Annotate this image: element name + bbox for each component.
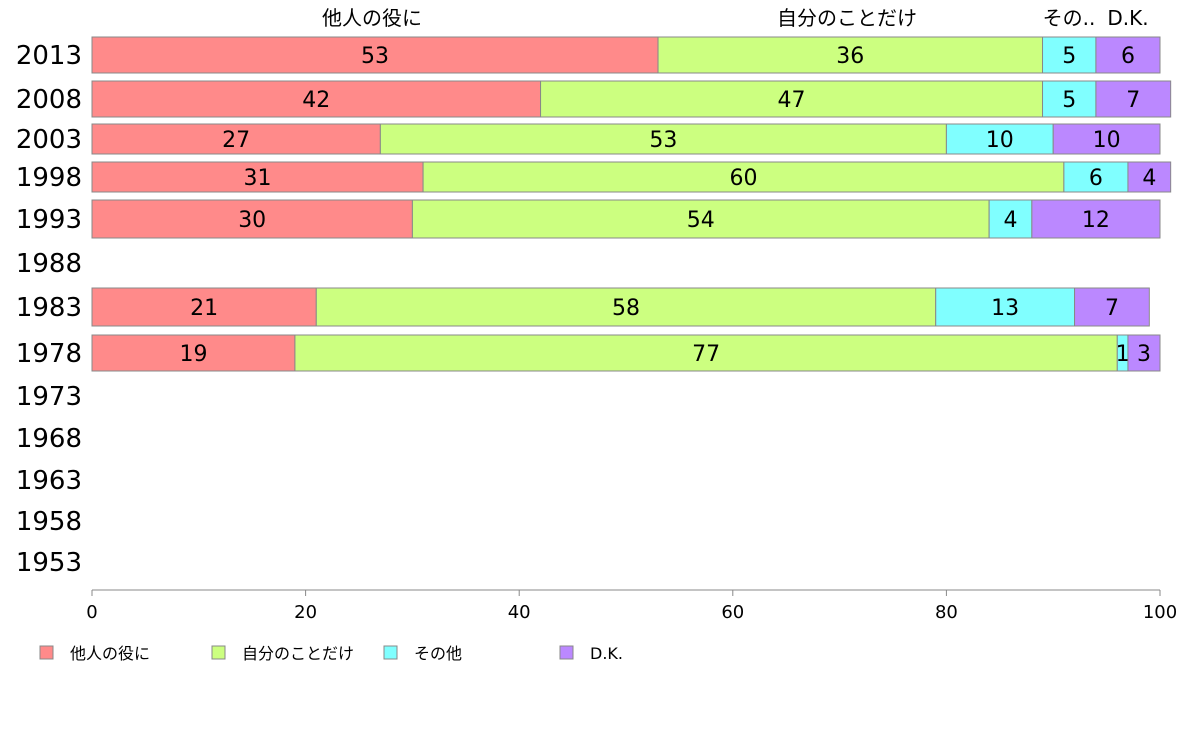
data-label-1983-series-3: 13 <box>991 296 1019 321</box>
y-tick-label-1998: 1998 <box>16 163 82 193</box>
data-label-1993-series-1: 30 <box>238 208 266 233</box>
data-label-2013-series-4: 6 <box>1121 44 1135 69</box>
header-label-series-4: D.K. <box>1107 6 1148 30</box>
x-tick-label-60: 60 <box>721 602 744 623</box>
data-label-1998-series-1: 31 <box>244 166 272 191</box>
y-tick-label-1978: 1978 <box>16 339 82 369</box>
bar-2013-series-2 <box>657 36 1044 74</box>
bar-2008-series-3 <box>1042 80 1097 118</box>
column-headers: 他人の役に 自分のことだけ その.. D.K. <box>322 6 1149 30</box>
bar-2008-series-1 <box>91 80 542 118</box>
legend-swatch-series-1 <box>39 645 54 660</box>
bar-1993-series-4 <box>1031 199 1161 239</box>
bar-1993-series-3 <box>988 199 1033 239</box>
data-label-1993-series-2: 54 <box>687 208 715 233</box>
bar-1998-series-2 <box>422 161 1065 193</box>
y-tick-label-2003: 2003 <box>16 125 82 155</box>
bar-1983-series-3 <box>935 287 1076 327</box>
data-label-2003-series-3: 10 <box>986 128 1014 153</box>
bar-1998-series-4 <box>1127 161 1172 193</box>
header-label-series-2: 自分のことだけ <box>777 6 917 30</box>
data-label-2003-series-2: 53 <box>649 128 677 153</box>
data-label-2013-series-1: 53 <box>361 44 389 69</box>
data-label-2008-series-4: 7 <box>1126 88 1140 113</box>
y-tick-label-1953: 1953 <box>16 548 82 578</box>
bar-2013-series-4 <box>1095 36 1161 74</box>
data-label-1978-series-3: 1 <box>1116 342 1130 367</box>
header-label-series-3: その.. <box>1043 6 1096 30</box>
y-tick-label-1968: 1968 <box>16 424 82 454</box>
data-label-2008-series-1: 42 <box>302 88 330 113</box>
bar-1978-series-4 <box>1127 334 1161 372</box>
y-axis-labels: 2013 2008 2003 1998 1993 1988 1983 1978 1973 1968… <box>16 41 82 578</box>
y-tick-label-1958: 1958 <box>16 507 82 537</box>
data-label-1993-series-4: 12 <box>1082 208 1110 233</box>
data-label-1978-series-4: 3 <box>1137 342 1151 367</box>
data-label-2013-series-2: 36 <box>836 44 864 69</box>
legend-swatch-series-4 <box>559 645 574 660</box>
y-tick-label-2013: 2013 <box>16 41 82 71</box>
data-label-1983-series-4: 7 <box>1105 296 1119 321</box>
legend-label-series-4: D.K. <box>590 644 623 663</box>
legend: 他人の役に 自分のことだけ その他 D.K. <box>39 644 623 663</box>
data-label-1998-series-4: 4 <box>1142 166 1156 191</box>
y-tick-label-1983: 1983 <box>16 293 82 323</box>
data-label-2008-series-3: 5 <box>1062 88 1076 113</box>
bar-2003-series-2 <box>379 123 947 155</box>
y-tick-label-1988: 1988 <box>16 249 82 279</box>
bar-2013-series-1 <box>91 36 659 74</box>
bar-2013-series-3 <box>1042 36 1097 74</box>
bar-1998-series-1 <box>91 161 424 193</box>
bar-2003-series-1 <box>91 123 381 155</box>
bar-1983-series-1 <box>91 287 317 327</box>
data-label-1998-series-3: 6 <box>1089 166 1103 191</box>
bar-1993-series-1 <box>91 199 413 239</box>
x-tick-label-40: 40 <box>508 602 531 623</box>
x-tick-label-20: 20 <box>294 602 317 623</box>
data-label-2003-series-1: 27 <box>222 128 250 153</box>
data-label-1978-series-1: 19 <box>179 342 207 367</box>
data-label-2013-series-3: 5 <box>1062 44 1076 69</box>
x-tick-label-80: 80 <box>935 602 958 623</box>
bar-2003-series-4 <box>1052 123 1161 155</box>
data-label-1978-series-2: 77 <box>692 342 720 367</box>
y-tick-label-1973: 1973 <box>16 382 82 412</box>
data-label-2003-series-4: 10 <box>1093 128 1121 153</box>
header-label-series-1: 他人の役に <box>322 6 422 30</box>
legend-swatch-series-3 <box>383 645 398 660</box>
data-label-1998-series-2: 60 <box>729 166 757 191</box>
legend-label-series-1: 他人の役に <box>70 644 150 663</box>
data-label-1983-series-1: 21 <box>190 296 218 321</box>
x-tick-label-100: 100 <box>1143 602 1177 623</box>
bar-2008-series-4 <box>1095 80 1172 118</box>
x-axis: 0 20 40 60 80 100 <box>86 589 1177 623</box>
data-label-1983-series-2: 58 <box>612 296 640 321</box>
bar-1983-series-2 <box>315 287 937 327</box>
y-tick-label-1963: 1963 <box>16 466 82 496</box>
legend-label-series-3: その他 <box>414 644 462 663</box>
data-label-2008-series-2: 47 <box>778 88 806 113</box>
bar-1993-series-2 <box>411 199 990 239</box>
x-tick-label-0: 0 <box>86 602 97 623</box>
legend-label-series-2: 自分のことだけ <box>242 644 354 663</box>
bar-2008-series-2 <box>540 80 1044 118</box>
y-tick-label-1993: 1993 <box>16 205 82 235</box>
y-tick-label-2008: 2008 <box>16 85 82 115</box>
bar-1983-series-4 <box>1074 287 1150 327</box>
data-label-1993-series-3: 4 <box>1003 208 1017 233</box>
bar-1978-series-1 <box>91 334 296 372</box>
legend-swatch-series-2 <box>211 645 226 660</box>
